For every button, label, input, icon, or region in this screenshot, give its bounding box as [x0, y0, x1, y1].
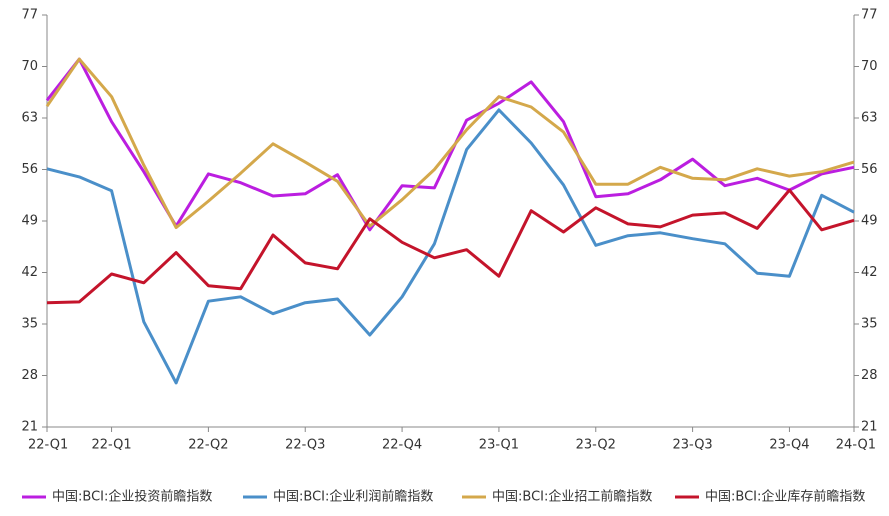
x-tick-label: 22-Q1	[91, 438, 131, 453]
x-tick-label: 23-Q2	[576, 438, 616, 453]
legend-label: 中国:BCI:企业利润前瞻指数	[273, 489, 433, 505]
y-tick-label: 63	[21, 111, 38, 126]
y2-tick-label: 49	[861, 214, 878, 229]
x-tick-label: 22-Q2	[188, 438, 228, 453]
y-tick-label: 77	[21, 8, 38, 23]
y-tick-label: 28	[21, 368, 38, 383]
series-line	[45, 57, 855, 232]
legend-label: 中国:BCI:企业库存前瞻指数	[705, 489, 865, 505]
y-tick-label: 56	[21, 162, 38, 177]
x-tick-label: 24-Q1	[836, 438, 876, 453]
y2-tick-label: 56	[861, 162, 878, 177]
y2-tick-label: 35	[861, 317, 878, 332]
series-line	[46, 188, 855, 305]
x-tick-label: 22-Q1	[28, 438, 68, 453]
series-line	[45, 57, 855, 230]
y2-tick-label: 28	[861, 368, 878, 383]
x-tick-label: 23-Q4	[769, 438, 809, 453]
series-line	[46, 108, 855, 385]
y-tick-label: 42	[21, 265, 38, 280]
y-tick-label: 35	[21, 317, 38, 332]
y2-tick-label: 63	[861, 111, 878, 126]
legend-label: 中国:BCI:企业招工前瞻指数	[492, 489, 652, 505]
y-tick-label: 70	[21, 59, 38, 74]
y-tick-label: 21	[21, 420, 38, 435]
x-tick-label: 22-Q4	[382, 438, 422, 453]
x-tick-label: 22-Q3	[285, 438, 325, 453]
y2-tick-label: 21	[861, 420, 878, 435]
y-tick-label: 49	[21, 214, 38, 229]
x-tick-label: 23-Q1	[479, 438, 519, 453]
legend-label: 中国:BCI:企业投资前瞻指数	[52, 489, 212, 505]
y2-tick-label: 42	[861, 265, 878, 280]
y2-tick-label: 70	[861, 59, 878, 74]
x-tick-label: 23-Q3	[672, 438, 712, 453]
y2-tick-label: 77	[861, 8, 878, 23]
legend: 中国:BCI:企业投资前瞻指数 中国:BCI:企业利润前瞻指数 中国:BCI:企业招…	[22, 489, 865, 505]
